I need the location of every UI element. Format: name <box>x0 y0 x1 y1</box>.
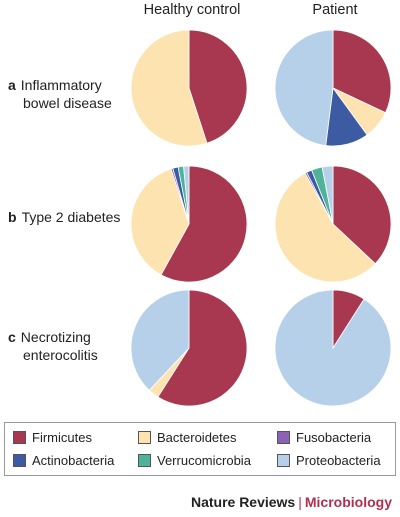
pie-slice-firmicutes <box>188 29 248 144</box>
legend-item-verrucomicrobia: Verrucomicrobia <box>138 453 251 468</box>
row-label-ibd: a Inflammatory bowel disease <box>8 76 112 112</box>
pie-slice-proteobacteria <box>321 165 334 225</box>
footer-journal: Nature Reviews <box>190 494 296 510</box>
legend-label: Firmicutes <box>32 430 92 445</box>
pie-slice-bacteroidetes <box>274 172 376 283</box>
pie-necrotizing-enterocolitis-patient <box>274 289 392 407</box>
legend-label: Fusobacteria <box>296 430 372 445</box>
pie-type-2-diabetes-patient <box>274 165 392 283</box>
row-label-line1: Necrotizing <box>20 329 91 345</box>
legend-item-bacteroidetes: Bacteroidetes <box>138 430 237 445</box>
row-label-line2: bowel disease <box>23 95 112 111</box>
legend-swatch <box>277 431 290 444</box>
pie-type-2-diabetes-healthy-control <box>130 165 248 283</box>
footer-separator: | <box>298 494 302 510</box>
pie-slice-proteobacteria <box>183 165 190 225</box>
pie-slice-firmicutes <box>160 165 248 283</box>
footer-credit: Nature Reviews | Microbiology <box>191 494 392 510</box>
legend-item-proteobacteria: Proteobacteria <box>277 453 381 468</box>
row-label-line1: Type 2 diabetes <box>21 209 121 225</box>
legend-item-firmicutes: Firmicutes <box>13 430 92 445</box>
pie-slice-firmicutes <box>332 29 392 114</box>
legend-item-actinobacteria: Actinobacteria <box>13 453 114 468</box>
legend-swatch <box>13 454 26 467</box>
legend-swatch <box>138 431 151 444</box>
pie-inflammatory-bowel-disease-healthy-control <box>130 29 248 147</box>
legend-swatch <box>13 431 26 444</box>
pie-slice-bacteroidetes <box>130 168 190 276</box>
row-letter: c <box>8 329 16 345</box>
pie-slice-firmicutes <box>332 165 392 265</box>
legend-label: Bacteroidetes <box>157 430 237 445</box>
row-letter: a <box>8 77 16 93</box>
pie-slice-proteobacteria <box>274 289 392 407</box>
column-header-patient: Patient <box>312 2 358 18</box>
footer-subject: Microbiology <box>304 494 392 510</box>
pie-charts <box>130 29 392 407</box>
row-label-t2d: b Type 2 diabetes <box>8 208 120 226</box>
legend: Firmicutes Bacteroidetes Fusobacteria Ac… <box>4 422 396 476</box>
legend-swatch <box>277 454 290 467</box>
legend-label: Verrucomicrobia <box>157 453 251 468</box>
legend-label: Actinobacteria <box>32 453 115 468</box>
legend-item-fusobacteria: Fusobacteria <box>277 430 371 445</box>
pie-slice-proteobacteria <box>274 29 334 146</box>
row-label-line2: enterocolitis <box>23 347 98 363</box>
legend-label: Proteobacteria <box>296 453 381 468</box>
column-header-healthy-control: Healthy control <box>143 2 241 18</box>
row-label-nec: c Necrotizing enterocolitis <box>8 328 98 364</box>
pie-slice-proteobacteria <box>130 289 190 391</box>
row-label-line1: Inflammatory <box>20 77 102 93</box>
legend-swatch <box>138 454 151 467</box>
pie-slice-bacteroidetes <box>130 29 208 147</box>
pie-slice-firmicutes <box>157 289 248 407</box>
pie-necrotizing-enterocolitis-healthy-control <box>130 289 248 407</box>
pie-inflammatory-bowel-disease-patient <box>274 29 392 147</box>
row-letter: b <box>8 209 17 225</box>
